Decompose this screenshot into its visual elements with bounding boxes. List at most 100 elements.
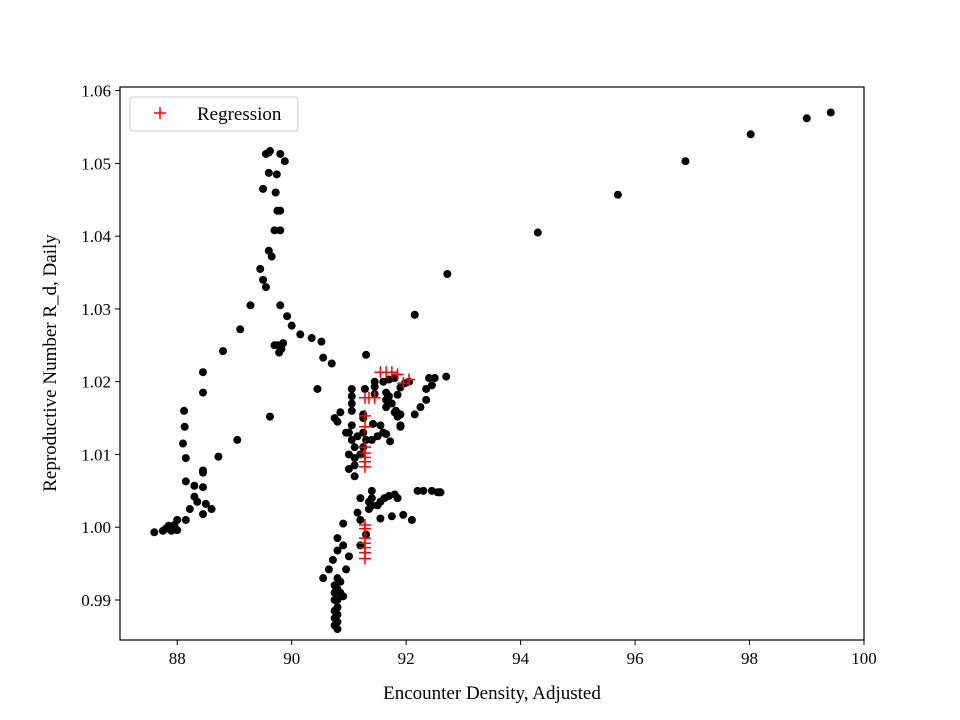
regression-point [391,368,404,381]
data-point [410,310,419,319]
data-point [362,435,371,444]
data-point [353,508,362,517]
data-point [264,168,273,177]
data-point [150,528,159,537]
data-point [198,483,207,492]
data-point [384,392,393,401]
data-point [802,114,811,123]
legend: Regression [129,96,299,132]
data-point [236,325,245,334]
x-tick-label: 94 [512,649,530,668]
data-point [347,384,356,393]
data-point [181,454,190,463]
data-point [185,505,194,514]
data-point [386,437,395,446]
data-point [333,534,342,543]
data-point [287,321,296,330]
data-point [344,552,353,561]
x-tick-label: 98 [741,649,758,668]
data-point [344,465,353,474]
x-axis-label: Encounter Density, Adjusted [383,683,601,704]
data-point [393,390,402,399]
data-point [178,439,187,448]
data-point [347,399,356,408]
data-point [233,435,242,444]
data-point [180,406,189,415]
data-point [339,592,348,601]
points-layer [150,108,835,634]
data-point [422,395,431,404]
data-point [746,130,755,139]
regression-point [358,409,371,422]
data-point [180,422,189,431]
data-point [319,574,328,583]
data-point [270,226,279,235]
data-point [333,417,342,426]
data-point [368,419,377,428]
data-point [193,497,202,506]
data-point [399,510,408,519]
data-point [327,359,336,368]
plot-area [120,87,864,640]
ticks-layer: 88 90 92 94 96 98 100 0.99 1.00 1.01 1.02 1.03 1.04 1… [81,82,877,668]
y-tick-label: 1.00 [81,518,111,537]
data-point [339,519,348,528]
data-point [198,388,207,397]
data-point [296,330,305,339]
y-tick-label: 0.99 [81,591,111,610]
data-point [207,505,216,514]
legend-box [129,96,299,132]
data-point [256,264,265,273]
y-tick-label: 1.04 [81,227,111,246]
series-observed [150,108,835,634]
data-point [265,147,274,156]
data-point [333,603,342,612]
data-point [246,301,255,310]
data-point [430,374,439,383]
data-point [396,421,405,430]
regression-point [380,366,393,379]
data-point [442,372,451,381]
data-point [265,412,274,421]
data-point [173,515,182,524]
legend-marker-regression [154,107,166,119]
data-point [376,514,385,523]
data-point [276,301,285,310]
data-point [198,468,207,477]
data-point [219,347,228,356]
data-point [271,188,280,197]
data-point [427,381,436,390]
regression-point [358,460,371,473]
data-point [198,510,207,519]
data-point [359,428,368,437]
data-point [333,625,342,634]
data-point [360,384,369,393]
regression-point [397,377,410,390]
data-point [280,157,289,166]
x-tick-label: 88 [169,649,186,668]
data-point [382,403,391,412]
data-point [350,443,359,452]
data-point [826,108,835,117]
data-point [350,472,359,481]
data-point [436,488,445,497]
data-point [370,377,379,386]
data-point [319,353,328,362]
x-tick-label: 90 [283,649,300,668]
data-point [344,450,353,459]
data-point [362,350,371,359]
data-point [267,252,276,261]
regression-point [358,552,371,565]
y-tick-label: 1.03 [81,300,111,319]
data-point [393,494,402,503]
data-point [181,477,190,486]
data-point [259,275,268,284]
data-point [347,421,356,430]
data-point [350,454,359,463]
data-point [387,399,396,408]
data-point [681,157,690,166]
legend-label-regression: Regression [197,104,282,125]
data-point [276,206,285,215]
data-point [328,555,337,564]
